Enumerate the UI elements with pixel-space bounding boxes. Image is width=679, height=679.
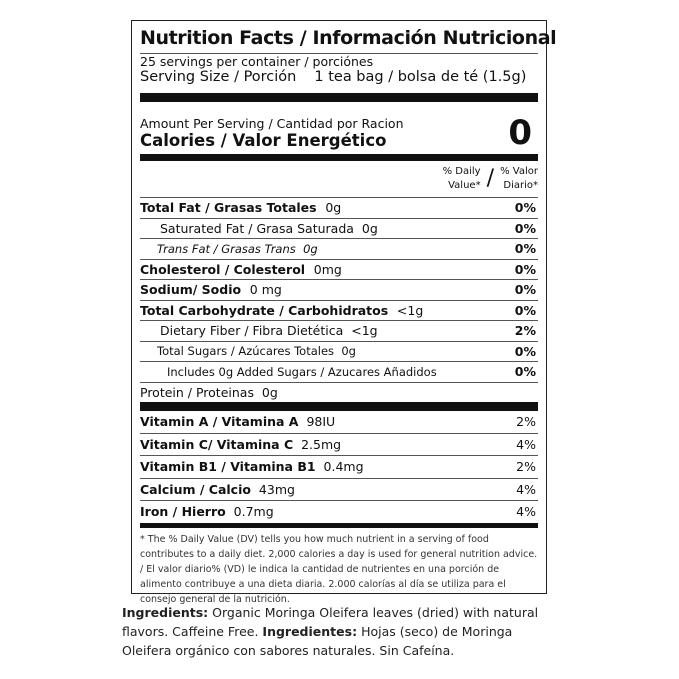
nutrient-label: Total Sugars / Azúcares Totales <box>157 344 335 359</box>
nutrient-label: Protein / Proteinas <box>140 384 254 400</box>
nutrient-label: Total Fat / Grasas Totales <box>140 200 317 216</box>
vitamin-row: Calcium / Calcio 43mg 4% <box>140 479 538 501</box>
calories-section: Amount Per Serving / Cantidad por Racion… <box>140 102 538 150</box>
nutrient-name: Total Carbohydrate / Carbohidratos <1g <box>140 303 423 318</box>
nutrient-dv: 0% <box>514 200 536 216</box>
vitamin-name: Iron / Hierro 0.7mg <box>140 504 274 519</box>
nutrient-row: Sodium/ Sodio 0 mg 0% <box>140 280 538 301</box>
nutrient-row: Includes 0g Added Sugars / Azucares Añad… <box>140 362 538 383</box>
nutrient-label: Sodium/ Sodio <box>140 282 242 298</box>
serving-size-label: Serving Size / Porción <box>140 69 297 85</box>
nutrient-name: Includes 0g Added Sugars / Azucares Añad… <box>140 365 444 379</box>
vitamin-label: Vitamin A / Vitamina A <box>140 414 299 430</box>
vitamin-dv: 4% <box>516 504 536 520</box>
dv-header-es: % Valor Diario* <box>500 166 538 191</box>
vitamin-amount: 98IU <box>306 414 336 430</box>
vitamin-label: Vitamin C/ Vitamina C <box>140 436 294 452</box>
nutrient-name: Saturated Fat / Grasa Saturada 0g <box>140 221 378 236</box>
nutrient-dv: 0% <box>514 364 536 380</box>
nutrient-amount: 0g <box>261 384 278 400</box>
nutrient-row: Saturated Fat / Grasa Saturada 0g 0% <box>140 219 538 239</box>
ingredients-text-en: Organic Moringa Oleifera leaves (dried) … <box>122 605 539 639</box>
nutrient-name: Protein / Proteinas 0g <box>140 385 278 400</box>
nutrient-name: Trans Fat / Grasas Trans 0g <box>140 242 318 256</box>
serving-size: Serving Size / Porción 1 tea bag / bolsa … <box>140 69 538 89</box>
vitamin-dv: 2% <box>516 459 536 475</box>
nutrient-name: Total Fat / Grasas Totales 0g <box>140 200 341 215</box>
nutrient-amount: <1g <box>351 323 378 339</box>
label-title: Nutrition Facts / Información Nutriciona… <box>140 27 557 49</box>
ingredients-label-es: Ingredientes: <box>262 624 358 639</box>
nutrient-row: Cholesterol / Colesterol 0mg 0% <box>140 260 538 280</box>
nutrient-amount: 0g <box>303 241 318 256</box>
dv-header: % Daily Value* /% Valor Diario* <box>140 161 538 197</box>
vitamin-row: Vitamin A / Vitamina A 98IU 2% <box>140 411 538 434</box>
servings-per-container: 25 servings per container / porciónes <box>140 54 374 69</box>
divider-thick <box>140 522 538 528</box>
ingredients-label-en: Ingredients: <box>122 605 209 620</box>
vitamin-row: Vitamin C/ Vitamina C 2.5mg 4% <box>140 434 538 456</box>
nutrient-dv: 2% <box>514 323 536 339</box>
vitamin-dv: 4% <box>516 481 536 497</box>
nutrient-amount: 0g <box>361 220 378 236</box>
vitamin-name: Vitamin B1 / Vitamina B1 0.4mg <box>140 459 364 474</box>
nutrient-amount: <1g <box>396 302 424 318</box>
vitamin-dv: 2% <box>516 414 536 430</box>
serving-size-value: 1 tea bag / bolsa de té (1.5g) <box>314 69 527 85</box>
vitamin-label: Calcium / Calcio <box>140 481 251 497</box>
divider-thick <box>140 93 538 102</box>
divider <box>140 197 538 198</box>
vitamin-name: Vitamin A / Vitamina A 98IU <box>140 414 335 429</box>
vitamin-amount: 43mg <box>258 481 295 497</box>
amount-per-serving: Amount Per Serving / Cantidad por Racion <box>140 116 404 131</box>
nutrient-dv: 0% <box>514 261 536 277</box>
calories-label: Calories / Valor Energético <box>140 131 387 150</box>
vitamin-name: Calcium / Calcio 43mg <box>140 482 295 497</box>
footnote: * The % Daily Value (DV) tells you how m… <box>140 533 538 605</box>
nutrient-label: Dietary Fiber / Fibra Dietética <box>160 323 344 339</box>
divider <box>140 53 538 54</box>
nutrient-label: Saturated Fat / Grasa Saturada <box>160 220 354 236</box>
vitamin-label: Iron / Hierro <box>140 504 226 520</box>
dv-header-en: % Daily Value* <box>442 166 481 191</box>
nutrient-row: Total Fat / Grasas Totales 0g 0% <box>140 198 538 219</box>
calories-value: 0 <box>508 113 532 153</box>
nutrient-name: Sodium/ Sodio 0 mg <box>140 282 282 297</box>
nutrient-amount: 0g <box>341 344 356 359</box>
nutrient-label: Includes 0g Added Sugars / Azucares Añad… <box>167 364 437 379</box>
nutrient-row: Trans Fat / Grasas Trans 0g 0% <box>140 239 538 260</box>
divider-thick <box>140 154 538 161</box>
vitamin-row: Iron / Hierro 0.7mg 4% <box>140 501 538 523</box>
nutrient-label: Cholesterol / Colesterol <box>140 261 306 277</box>
nutrition-label: Nutrition Facts / Información Nutriciona… <box>131 20 557 605</box>
vitamin-name: Vitamin C/ Vitamina C 2.5mg <box>140 437 341 452</box>
vitamin-label: Vitamin B1 / Vitamina B1 <box>140 459 316 475</box>
nutrient-name: Cholesterol / Colesterol 0mg <box>140 262 342 277</box>
nutrient-amount: 0mg <box>313 261 342 277</box>
vitamin-amount: 0.7mg <box>233 504 274 520</box>
nutrient-row: Total Carbohydrate / Carbohidratos <1g 0% <box>140 301 538 321</box>
nutrient-label: Trans Fat / Grasas Trans <box>157 241 296 256</box>
vitamin-amount: 2.5mg <box>301 436 342 452</box>
nutrient-row: Protein / Proteinas 0g <box>140 383 538 403</box>
ingredients-text-es: Hojas (seco) de Moringa Oleifera orgánic… <box>122 624 513 658</box>
nutrient-dv: 0% <box>514 282 536 298</box>
nutrient-dv: 0% <box>514 241 536 257</box>
nutrient-label: Total Carbohydrate / Carbohidratos <box>140 302 389 318</box>
nutrient-dv: 0% <box>514 302 536 318</box>
nutrient-amount: 0g <box>325 200 342 216</box>
nutrient-dv: 0% <box>514 343 536 359</box>
ingredients: Ingredients: Organic Moringa Oleifera le… <box>122 603 542 660</box>
divider-thick <box>140 402 538 411</box>
nutrient-name: Total Sugars / Azúcares Totales 0g <box>140 344 356 358</box>
nutrient-amount: 0 mg <box>249 282 282 298</box>
vitamin-dv: 4% <box>516 436 536 452</box>
vitamin-row: Vitamin B1 / Vitamina B1 0.4mg 2% <box>140 456 538 479</box>
nutrient-row: Dietary Fiber / Fibra Dietética <1g 2% <box>140 321 538 342</box>
nutrient-name: Dietary Fiber / Fibra Dietética <1g <box>140 323 378 338</box>
nutrient-dv: 0% <box>514 220 536 236</box>
vitamin-amount: 0.4mg <box>323 459 364 475</box>
nutrient-row: Total Sugars / Azúcares Totales 0g 0% <box>140 342 538 362</box>
